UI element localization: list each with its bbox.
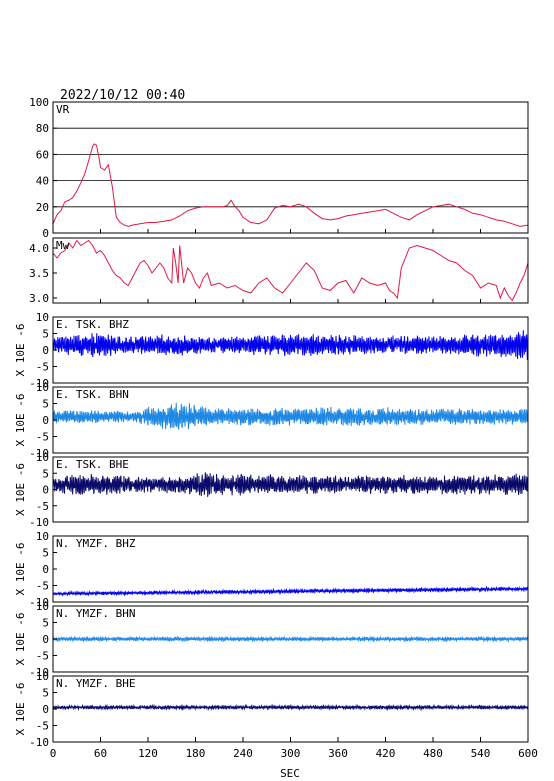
y-tick-label: -5 (36, 431, 49, 444)
panel-label: E. TSK. BHE (56, 458, 129, 471)
y-tick-label: -10 (29, 736, 49, 749)
y-tick-label: 10 (36, 451, 49, 464)
y-tick-label: -10 (29, 377, 49, 390)
series-line-nymzf_bhz (52, 585, 529, 597)
x-axis-tick-label: 240 (233, 747, 253, 760)
y-tick-label: -5 (36, 650, 49, 663)
x-axis-tick-label: 300 (281, 747, 301, 760)
x-axis-label: SEC (280, 767, 300, 780)
panel-label: E. TSK. BHN (56, 388, 129, 401)
panel-label: Mw (56, 239, 70, 252)
series-line-nymzf_bhe (52, 703, 529, 712)
y-tick-label: -10 (29, 666, 49, 679)
series-line-etsk_bhz (52, 330, 529, 360)
y-tick-label: 0 (42, 414, 49, 427)
panel-label: N. YMZF. BHE (56, 677, 135, 690)
y-unit-label: X 10E -6 (14, 613, 27, 666)
y-tick-label: 5 (42, 547, 49, 560)
y-tick-label: 10 (36, 670, 49, 683)
y-unit-label: X 10E -6 (14, 683, 27, 736)
y-tick-label: 4.0 (29, 242, 49, 255)
datetime-label: 2022/10/12 00:40 (60, 88, 185, 103)
y-tick-label: 10 (36, 381, 49, 394)
y-tick-label: 0 (42, 633, 49, 646)
y-tick-label: 40 (36, 175, 49, 188)
series-line-nymzf_bhn (52, 635, 529, 643)
panel-nymzf_bhe: 10 5 0 -5 -10 N. YMZF. BHE (29, 670, 529, 749)
y-unit-label: X 10E -6 (14, 394, 27, 447)
panel-label: N. YMZF. BHN (56, 607, 135, 620)
series-line-etsk_bhn (52, 402, 529, 430)
y-unit-label: X 10E -6 (14, 324, 27, 377)
y-tick-label: -10 (29, 596, 49, 609)
y-tick-label: 5 (42, 398, 49, 411)
y-tick-label: 3.0 (29, 292, 49, 305)
x-axis-tick-label: 420 (376, 747, 396, 760)
y-tick-label: 3.5 (29, 267, 49, 280)
y-tick-label: 0 (42, 703, 49, 716)
x-axis-tick-label: 600 (518, 747, 538, 760)
y-tick-label: 5 (42, 617, 49, 630)
y-tick-label: 0 (42, 484, 49, 497)
panel-label: VR (56, 103, 70, 116)
panel-frame (52, 237, 529, 304)
x-axis-tick-label: 120 (138, 747, 158, 760)
panel-etsk_bhn: 10 5 0 -5 -10 E. TSK. BHN (29, 381, 529, 460)
y-tick-label: -10 (29, 447, 49, 460)
y-tick-label: 80 (36, 122, 49, 135)
x-axis-tick-label: 540 (471, 747, 491, 760)
panel-etsk_bhe: 10 5 0 -5 -10 E. TSK. BHE (29, 451, 529, 529)
y-tick-label: 100 (29, 96, 49, 109)
y-tick-label: 60 (36, 148, 49, 161)
y-tick-label: -5 (36, 580, 49, 593)
panel-vr: 0 20 40 60 80 100 VR (29, 96, 529, 240)
y-tick-label: 5 (42, 467, 49, 480)
y-tick-label: 0 (42, 563, 49, 576)
y-tick-label: 5 (42, 687, 49, 700)
x-axis-tick-label: 360 (328, 747, 348, 760)
panel-frame (52, 101, 529, 234)
x-axis-tick-label: 60 (94, 747, 107, 760)
y-tick-label: 10 (36, 311, 49, 324)
y-tick-label: 5 (42, 328, 49, 341)
panel-label: N. YMZF. BHZ (56, 537, 136, 550)
panel-mw: 3.0 3.5 4.0 Mw (29, 237, 529, 305)
series-line-mw (52, 239, 529, 302)
y-tick-label: 10 (36, 600, 49, 613)
series-line-vr (52, 143, 529, 227)
panel-etsk_bhz: 10 5 0 -5 -10 E. TSK. BHZ (29, 311, 529, 390)
y-unit-label: X 10E -6 (14, 463, 27, 516)
y-tick-label: 20 (36, 201, 49, 214)
y-tick-label: -10 (29, 516, 49, 529)
y-unit-labels: X 10E -6 X 10E -6 X 10E -6 X 10E -6 X 10E -6… (14, 324, 27, 736)
x-axis-tick-label: 180 (186, 747, 206, 760)
y-tick-label: -5 (36, 361, 49, 374)
y-tick-label: -5 (36, 720, 49, 733)
y-unit-label: X 10E -6 (14, 543, 27, 596)
series-line-etsk_bhe (52, 472, 529, 497)
x-axis-tick-label: 0 (50, 747, 57, 760)
y-tick-label: 10 (36, 530, 49, 543)
y-tick-label: 0 (42, 227, 49, 240)
panel-label: E. TSK. BHZ (56, 318, 129, 331)
y-tick-label: 0 (42, 344, 49, 357)
panel-nymzf_bhz: 10 5 0 -5 -10 N. YMZF. BHZ (29, 530, 529, 609)
panel-nymzf_bhn: 10 5 0 -5 -10 N. YMZF. BHN (29, 600, 529, 679)
x-axis-tick-label: 480 (423, 747, 443, 760)
y-tick-label: -5 (36, 500, 49, 513)
